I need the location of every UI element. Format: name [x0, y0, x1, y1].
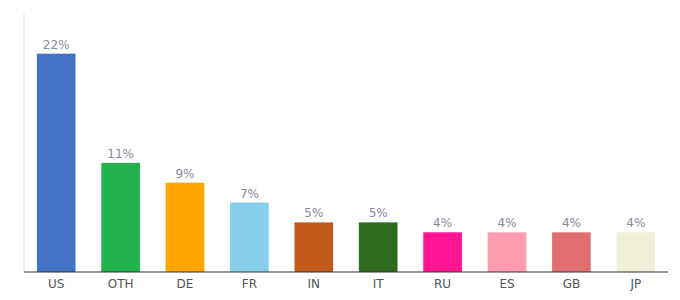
bar	[101, 163, 140, 272]
bar	[552, 232, 591, 272]
data-label: 4%	[626, 216, 645, 230]
data-label: 5%	[304, 206, 323, 220]
x-tick-label: DE	[177, 277, 194, 291]
x-tick-label: JP	[629, 277, 641, 291]
data-label: 4%	[562, 216, 581, 230]
x-tick-label: IN	[308, 277, 321, 291]
data-label: 5%	[369, 206, 388, 220]
bar	[230, 203, 269, 272]
x-tick-label: FR	[242, 277, 257, 291]
x-tick-label: RU	[434, 277, 451, 291]
bar	[616, 232, 655, 272]
x-tick-label: OTH	[108, 277, 134, 291]
data-label: 4%	[433, 216, 452, 230]
data-label: 7%	[240, 187, 259, 201]
bars	[37, 54, 655, 272]
data-label: 4%	[497, 216, 516, 230]
data-label: 22%	[43, 38, 70, 52]
bar	[359, 222, 398, 272]
x-axis-line	[24, 271, 668, 272]
x-tick-label: GB	[563, 277, 581, 291]
x-tick-label: ES	[499, 277, 514, 291]
bar	[423, 232, 462, 272]
bar	[294, 222, 333, 272]
bar	[166, 183, 205, 272]
bar	[488, 232, 527, 272]
chart-container: US OTH DE FR IN IT RU ES GB JP 22% 11% 9% 7% 5% 5% 4% 4% 4…	[0, 0, 680, 300]
y-range-line	[24, 14, 25, 272]
chart-svg: US OTH DE FR IN IT RU ES GB JP 22% 11% 9% 7% 5% 5% 4% 4% 4…	[0, 0, 680, 300]
x-tick-label: IT	[373, 277, 385, 291]
x-tick-label: US	[48, 277, 64, 291]
data-label: 9%	[175, 167, 194, 181]
data-label: 11%	[107, 147, 134, 161]
bar	[37, 54, 76, 272]
